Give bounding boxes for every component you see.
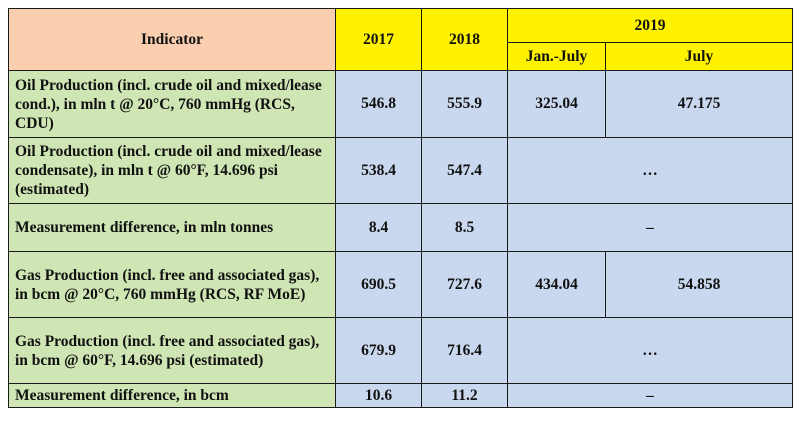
- data-table-container: Indicator 2017 2018 2019 Jan.-July July …: [8, 8, 793, 408]
- cell-2019-jan-july: 325.04: [507, 70, 606, 138]
- header-2018: 2018: [421, 8, 508, 71]
- header-2017: 2017: [335, 8, 422, 71]
- table-row: Oil Production (incl. crude oil and mixe…: [8, 137, 793, 204]
- row-indicator: Oil Production (incl. crude oil and mixe…: [8, 137, 336, 204]
- production-table: Indicator 2017 2018 2019 Jan.-July July …: [8, 8, 793, 408]
- cell-2017: 8.4: [335, 203, 422, 252]
- cell-2018: 8.5: [421, 203, 508, 252]
- cell-2019-merged: –: [507, 203, 793, 252]
- cell-2017: 538.4: [335, 137, 422, 204]
- row-indicator: Gas Production (incl. free and associate…: [8, 251, 336, 318]
- table-row: Gas Production (incl. free and associate…: [8, 251, 793, 318]
- row-indicator: Measurement difference, in mln tonnes: [8, 203, 336, 252]
- cell-2018: 555.9: [421, 70, 508, 138]
- cell-2017: 546.8: [335, 70, 422, 138]
- cell-2019-merged: …: [507, 137, 793, 204]
- row-indicator: Gas Production (incl. free and associate…: [8, 317, 336, 384]
- cell-2018: 727.6: [421, 251, 508, 318]
- row-indicator: Oil Production (incl. crude oil and mixe…: [8, 70, 336, 138]
- cell-2019-july: 54.858: [605, 251, 793, 318]
- header-indicator: Indicator: [8, 8, 336, 71]
- table-row: Oil Production (incl. crude oil and mixe…: [8, 70, 793, 138]
- cell-2019-merged: …: [507, 317, 793, 384]
- table-row: Measurement difference, in mln tonnes 8.…: [8, 203, 793, 252]
- header-jan-july: Jan.-July: [507, 42, 606, 71]
- cell-2017: 10.6: [335, 383, 422, 408]
- header-2019: 2019: [507, 8, 793, 43]
- cell-2019-jan-july: 434.04: [507, 251, 606, 318]
- cell-2019-july: 47.175: [605, 70, 793, 138]
- row-indicator: Measurement difference, in bcm: [8, 383, 336, 408]
- table-row: Gas Production (incl. free and associate…: [8, 317, 793, 384]
- cell-2018: 11.2: [421, 383, 508, 408]
- header-july: July: [605, 42, 793, 71]
- table-row: Measurement difference, in bcm 10.6 11.2…: [8, 383, 793, 408]
- cell-2017: 690.5: [335, 251, 422, 318]
- cell-2018: 716.4: [421, 317, 508, 384]
- cell-2017: 679.9: [335, 317, 422, 384]
- cell-2018: 547.4: [421, 137, 508, 204]
- cell-2019-merged: –: [507, 383, 793, 408]
